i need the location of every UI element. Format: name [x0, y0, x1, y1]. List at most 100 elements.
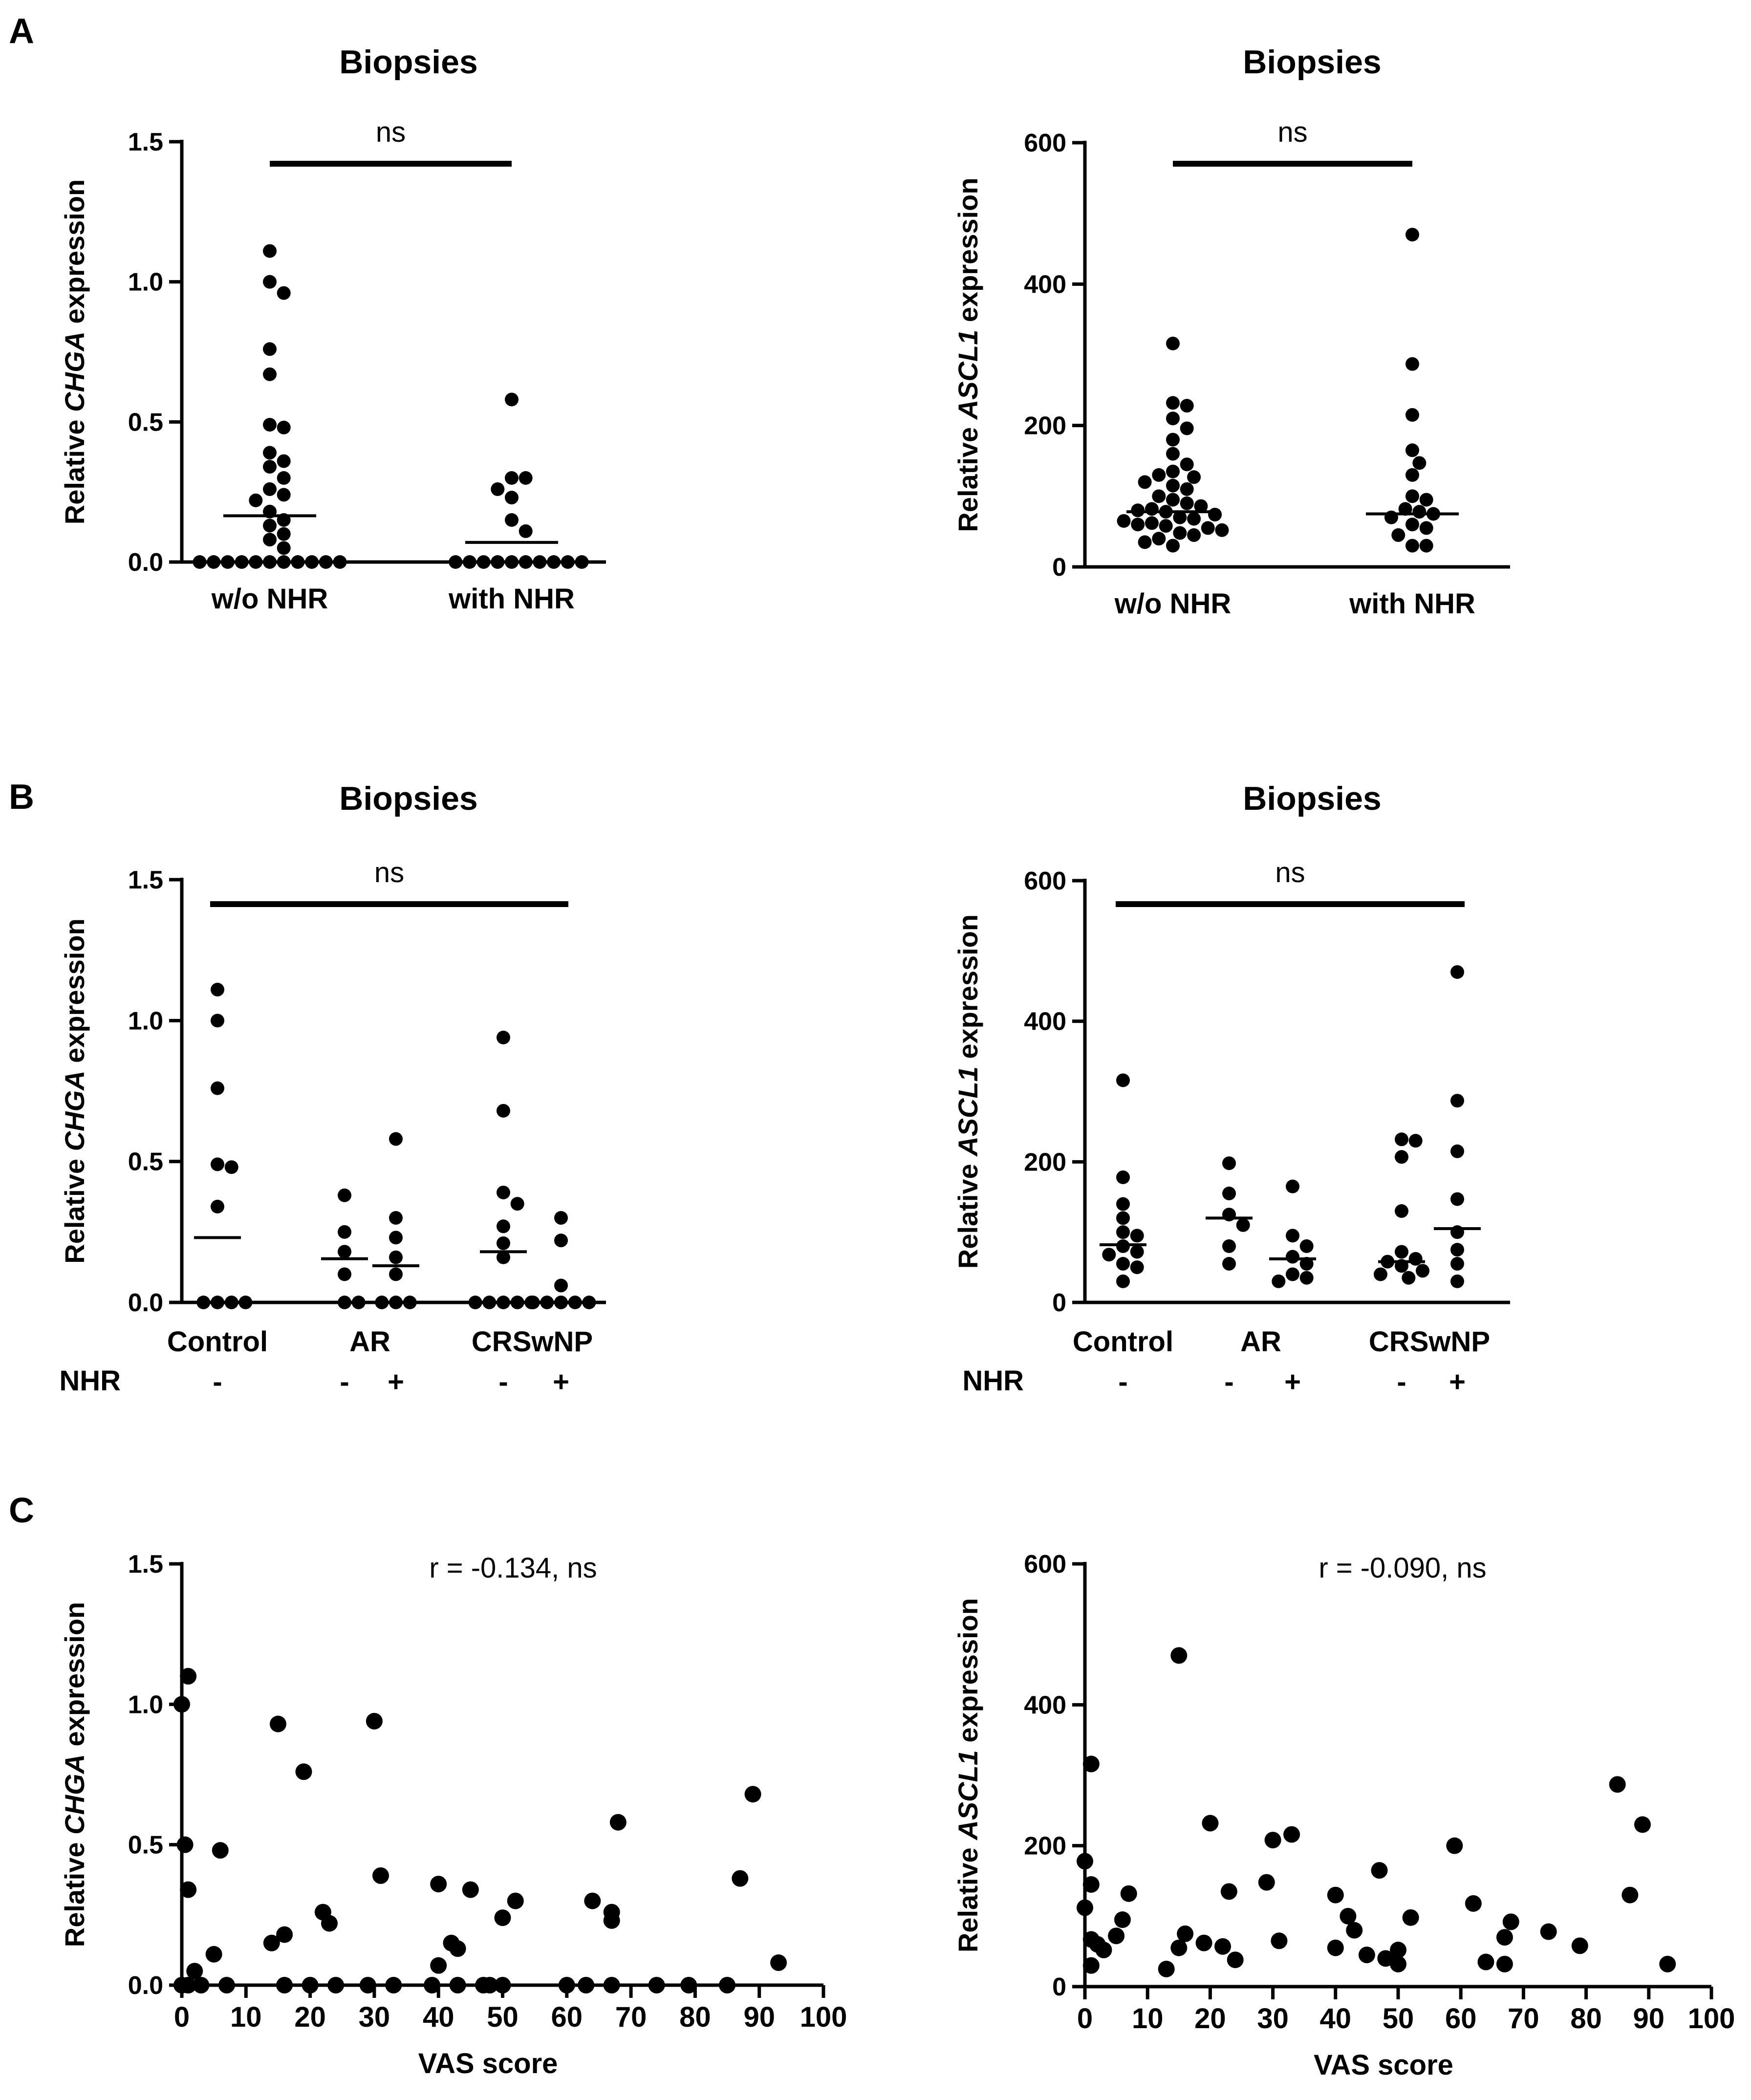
data-point-ar-nhr: [389, 1211, 403, 1225]
data-point: [1659, 1955, 1676, 1972]
data-point-with-nhr: [1405, 489, 1419, 503]
y-tick-label: 0: [1052, 553, 1066, 582]
data-point-with-nhr: [462, 555, 476, 569]
chart-a-left: Biopsies 0.0 0.5 1.0 1.5 Relative CHGA expres…: [59, 43, 606, 615]
data-point-w-o-nhr: [235, 555, 249, 569]
data-point: [1258, 1874, 1275, 1891]
data-point: [180, 1881, 197, 1898]
y-axis-label-prefix: Relative: [59, 1151, 90, 1263]
data-point: [173, 1696, 190, 1713]
panel-label-b: B: [9, 778, 34, 817]
y-axis-label-suffix: expression: [952, 914, 983, 1066]
data-point-ar: [338, 1188, 351, 1202]
data-point-with-nhr: [1405, 228, 1419, 242]
panel-label-a: A: [9, 12, 34, 51]
data-point: [1502, 1913, 1519, 1930]
y-axis-label: Relative CHGA expression: [59, 918, 90, 1264]
data-point: [578, 1977, 595, 1993]
data-point: [1621, 1886, 1639, 1904]
x-tick-label: 20: [294, 2001, 326, 2033]
y-tick-label: 400: [1024, 270, 1066, 299]
y-axis-label-gene: CHGA: [59, 331, 90, 412]
data-point-ar: [1222, 1256, 1236, 1271]
x-axis-label: VAS score: [1314, 2049, 1453, 2081]
data-point-w-o-nhr: [1152, 532, 1166, 546]
data-point-w-o-nhr: [1187, 528, 1201, 542]
data-point: [648, 1977, 665, 1993]
y-tick-label: 1.0: [128, 1007, 163, 1035]
nhr-sign: -: [1224, 1366, 1233, 1398]
significance-label: ns: [1275, 857, 1305, 888]
data-point-control: [224, 1296, 238, 1309]
x-tick-label: CRSwNP: [472, 1326, 593, 1358]
data-point: [424, 1977, 441, 1993]
data-point-crswnp: [510, 1197, 524, 1211]
data-point-w-o-nhr: [1187, 512, 1201, 526]
y-tick-label: 0: [1052, 1289, 1066, 1317]
data-point: [1077, 1899, 1093, 1916]
data-point-w-o-nhr: [1166, 464, 1180, 478]
data-point-w-o-nhr: [249, 555, 263, 569]
x-tick-label: 60: [551, 2001, 583, 2033]
data-point-ar-nhr: [1299, 1271, 1314, 1285]
data-point: [1271, 1932, 1288, 1949]
x-tick-label: 20: [1194, 2003, 1226, 2035]
data-point-with-nhr: [575, 555, 589, 569]
data-point-ar-nhr: [389, 1132, 403, 1146]
data-point-control: [1116, 1197, 1130, 1211]
y-axis-label: Relative ASCL1 expression: [952, 1598, 983, 1952]
x-tick-label: 10: [1132, 2003, 1164, 2035]
data-point: [449, 1977, 466, 1993]
nhr-sign: -: [340, 1366, 349, 1398]
data-point-crswnp-nhr: [582, 1296, 596, 1309]
data-point-with-nhr: [1405, 468, 1419, 482]
data-point-control: [211, 1199, 224, 1213]
x-tick-label: 100: [1688, 2003, 1735, 2035]
data-point-control: [211, 1296, 224, 1309]
data-point: [205, 1946, 222, 1963]
data-point: [430, 1876, 447, 1893]
data-point: [176, 1836, 194, 1853]
data-point: [1477, 1953, 1494, 1970]
data-point-w-o-nhr: [263, 555, 277, 569]
data-point-with-nhr: [1405, 518, 1419, 532]
data-point-w-o-nhr: [263, 519, 277, 533]
x-tick-label: with NHR: [448, 583, 575, 615]
data-point-crswnp: [468, 1296, 482, 1309]
data-point-control: [1116, 1073, 1130, 1087]
x-axis-label: VAS score: [418, 2048, 558, 2079]
x-tick-label: Control: [1073, 1326, 1173, 1358]
data-point-crswnp: [497, 1236, 510, 1250]
x-tick-label: 70: [615, 2001, 647, 2033]
data-point: [180, 1977, 197, 1993]
correlation-annotation: r = -0.090, ns: [1319, 1552, 1486, 1584]
x-tick-label: CRSwNP: [1369, 1326, 1490, 1358]
y-axis-label: Relative CHGA expression: [59, 1602, 90, 1948]
data-point-control: [211, 1014, 224, 1028]
data-point-w-o-nhr: [1117, 514, 1131, 528]
x-tick-label: 90: [1633, 2003, 1665, 2035]
data-point-crswnp-nhr: [1450, 1192, 1464, 1206]
y-tick-label: 0.0: [128, 1971, 163, 2000]
data-point-crswnp: [1395, 1204, 1408, 1218]
data-point: [1571, 1937, 1588, 1954]
data-point-w-o-nhr: [1131, 518, 1145, 532]
x-tick-label: 30: [359, 2001, 390, 2033]
data-point-w-o-nhr: [1166, 396, 1180, 410]
data-point: [263, 1934, 280, 1951]
data-point-w-o-nhr: [263, 244, 277, 258]
y-tick-label: 600: [1024, 867, 1066, 895]
data-point-w-o-nhr: [1173, 510, 1187, 524]
data-point-with-nhr: [1405, 408, 1419, 422]
data-point-w-o-nhr: [207, 555, 221, 569]
y-tick-label: 0.0: [128, 548, 163, 577]
nhr-row-label: NHR: [59, 1365, 121, 1397]
data-point-ar-nhr: [389, 1231, 403, 1245]
data-point: [1202, 1815, 1219, 1832]
data-point: [449, 1940, 466, 1957]
data-point-w-o-nhr: [193, 555, 207, 569]
data-point: [1446, 1837, 1463, 1854]
data-point-w-o-nhr: [1180, 421, 1194, 435]
data-point-with-nhr: [491, 555, 505, 569]
significance-label: ns: [374, 857, 404, 888]
